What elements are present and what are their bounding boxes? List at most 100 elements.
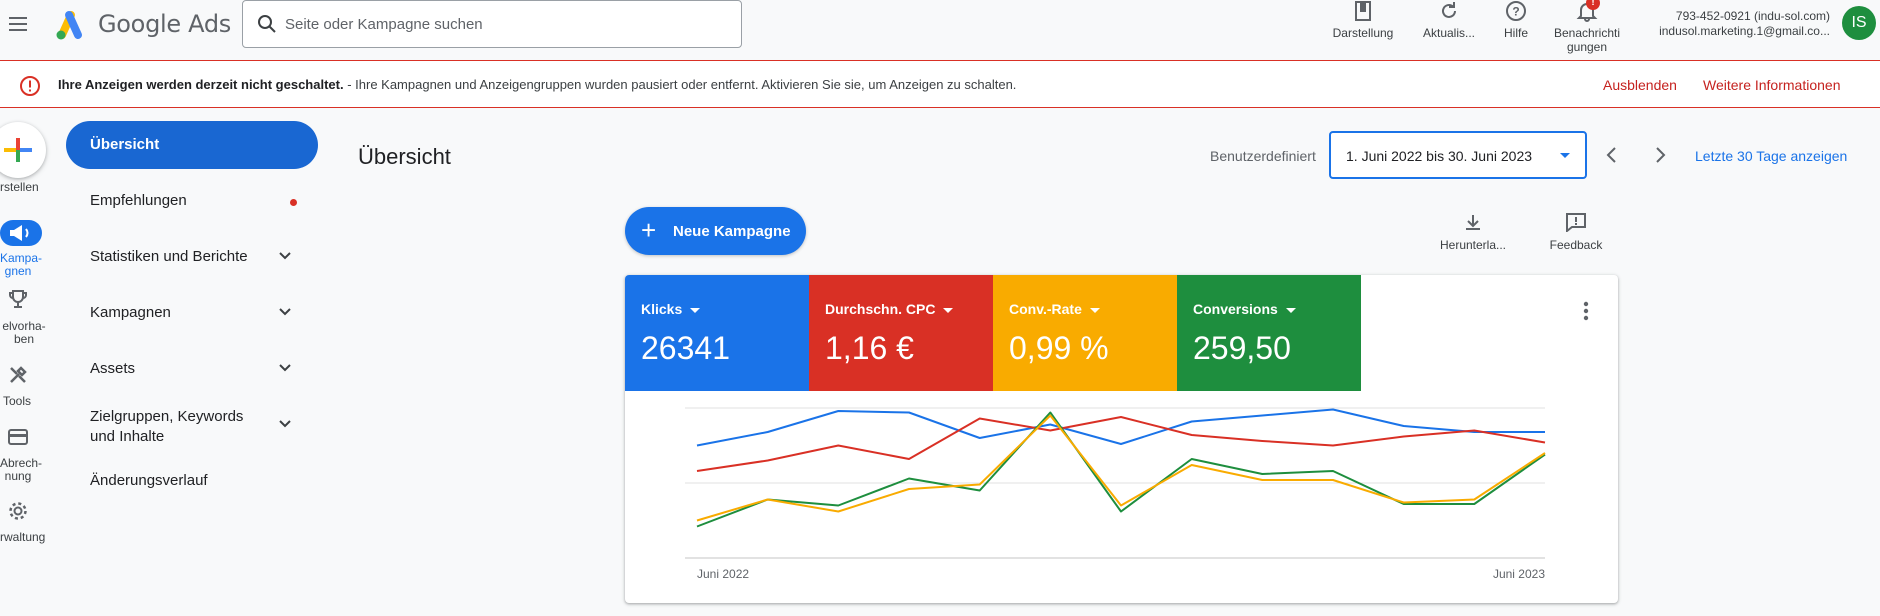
- nav-item-overview-label: Übersicht: [90, 136, 160, 153]
- nav-item-audiences-line1: Zielgruppen, Keywords: [90, 408, 244, 425]
- billing-rail-label-1: Abrech-: [0, 456, 43, 470]
- x-tick-label-end: Juni 2023: [1493, 567, 1545, 581]
- notifications-label-line2: gungen: [1566, 40, 1608, 54]
- megaphone-icon: [10, 225, 29, 241]
- appearance-icon: [1355, 1, 1371, 21]
- new-campaign-button[interactable]: + Neue Kampagne: [625, 207, 806, 255]
- campaigns-rail-label-1: Kampa-: [0, 251, 43, 265]
- nav-item-assets[interactable]: Assets: [90, 360, 136, 377]
- nav-item-history[interactable]: Änderungsverlauf: [90, 472, 208, 489]
- search-placeholder: Seite oder Kampagne suchen: [285, 16, 483, 33]
- billing-rail-label-2: nung: [4, 469, 32, 483]
- metric-conv-rate-header: Conv.-Rate: [1009, 301, 1100, 317]
- trophy-icon[interactable]: [7, 288, 29, 310]
- metric-conv-rate-label: Conv.-Rate: [1009, 301, 1082, 317]
- nav-item-stats[interactable]: Statistiken und Berichte: [90, 248, 248, 265]
- download-label: Herunterla...: [1439, 238, 1507, 252]
- more-vert-icon[interactable]: [1583, 301, 1589, 321]
- help-button[interactable]: ? Hilfe: [1496, 0, 1536, 40]
- recommendations-dot: [290, 199, 297, 206]
- date-range-select[interactable]: 1. Juni 2022 bis 30. Juni 2023: [1329, 131, 1587, 179]
- appearance-label: Darstellung: [1332, 26, 1394, 40]
- metric-clicks[interactable]: Klicks 26341: [625, 275, 809, 391]
- metric-conversions-label: Conversions: [1193, 301, 1278, 317]
- account-info[interactable]: 793-452-0921 (indu-sol.com) indusol.mark…: [1659, 9, 1830, 39]
- chevron-down-icon[interactable]: [278, 417, 292, 431]
- download-icon: [1466, 215, 1480, 230]
- chevron-right-icon[interactable]: [1650, 145, 1670, 165]
- chevron-left-icon[interactable]: [1602, 145, 1622, 165]
- metric-conv-rate-value: 0,99 %: [1009, 330, 1109, 366]
- download-button[interactable]: Herunterla...: [1432, 212, 1514, 252]
- billing-rail-label: Abrech-nung: [0, 457, 42, 483]
- notification-badge: !: [1586, 0, 1600, 10]
- date-range-value: 1. Juni 2022 bis 30. Juni 2023: [1346, 148, 1533, 164]
- refresh-icon: [1442, 2, 1456, 18]
- goals-rail-label: elvorha-ben: [0, 320, 48, 346]
- date-range-label: Benutzerdefiniert: [1210, 148, 1316, 164]
- appearance-button[interactable]: Darstellung: [1330, 0, 1396, 40]
- metric-cpc-label: Durchschn. CPC: [825, 301, 936, 317]
- avatar[interactable]: IS: [1842, 6, 1876, 40]
- dropdown-arrow-icon: [1285, 307, 1296, 313]
- feedback-button[interactable]: Feedback: [1543, 212, 1609, 252]
- nav-item-campaigns[interactable]: Kampagnen: [90, 304, 171, 321]
- campaigns-rail-label: Kampa-gnen: [0, 252, 42, 278]
- create-button[interactable]: [0, 122, 46, 178]
- account-email: indusol.marketing.1@gmail.co...: [1659, 24, 1830, 38]
- chevron-down-icon[interactable]: [278, 305, 292, 319]
- performance-card: Klicks 26341 Durchschn. CPC 1,16 € Conv.…: [625, 275, 1618, 603]
- menu-icon[interactable]: [6, 12, 30, 36]
- help-label: Hilfe: [1503, 26, 1528, 40]
- performance-line-chart: Juni 2022 Juni 2023: [685, 407, 1546, 581]
- hide-alert-link[interactable]: Ausblenden: [1603, 77, 1677, 93]
- icon-rail: rstellen Kampa-gnen elvorha-ben Tools Ab…: [0, 108, 50, 616]
- search-icon: [258, 15, 276, 33]
- series-line-conv-rate: [696, 414, 1546, 522]
- page-title: Übersicht: [358, 144, 451, 169]
- notifications-button[interactable]: ! Benachrichti gungen: [1546, 0, 1628, 54]
- colored-plus-icon: [4, 138, 32, 162]
- nav-item-audiences[interactable]: Zielgruppen, Keywords und Inhalte: [90, 407, 243, 447]
- chevron-down-icon[interactable]: [278, 361, 292, 375]
- chevron-down-icon[interactable]: [278, 249, 292, 263]
- tools-icon[interactable]: [7, 364, 29, 386]
- metric-conv-rate[interactable]: Conv.-Rate 0,99 %: [993, 275, 1177, 391]
- admin-rail-label: rwaltung: [0, 530, 46, 544]
- refresh-button[interactable]: Aktualis...: [1416, 0, 1482, 40]
- gear-icon[interactable]: [7, 500, 29, 522]
- metric-cpc-value: 1,16 €: [825, 330, 914, 366]
- series-line-durchschn-cpc: [696, 416, 1546, 472]
- credit-card-icon[interactable]: [7, 426, 29, 448]
- feedback-icon: [1566, 213, 1586, 232]
- alert-title: Ihre Anzeigen werden derzeit nicht gesch…: [58, 77, 344, 92]
- brand-title: Google Ads: [98, 10, 231, 38]
- metric-conversions[interactable]: Conversions 259,50: [1177, 275, 1361, 391]
- new-campaign-label: Neue Kampagne: [673, 223, 791, 240]
- last-30-days-link[interactable]: Letzte 30 Tage anzeigen: [1695, 148, 1848, 164]
- svg-text:?: ?: [1512, 5, 1519, 19]
- series-line-klicks: [696, 408, 1545, 447]
- create-label: rstellen: [0, 180, 39, 194]
- more-info-link[interactable]: Weitere Informationen: [1703, 77, 1841, 93]
- nav-item-overview[interactable]: Übersicht: [66, 121, 318, 169]
- dropdown-arrow-icon: [943, 307, 954, 313]
- google-ads-logo-icon: [52, 6, 88, 42]
- alert-message: Ihre Anzeigen werden derzeit nicht gesch…: [58, 77, 1016, 92]
- goals-rail-label-1: elvorha-: [2, 319, 46, 333]
- goals-rail-label-2: ben: [13, 332, 35, 346]
- metric-cpc[interactable]: Durchschn. CPC 1,16 €: [809, 275, 993, 391]
- campaigns-rail-item[interactable]: [0, 220, 42, 246]
- nav-item-recommendations[interactable]: Empfehlungen: [90, 192, 187, 209]
- alert-banner: Ihre Anzeigen werden derzeit nicht gesch…: [0, 60, 1880, 108]
- metric-cpc-header: Durchschn. CPC: [825, 301, 954, 317]
- plus-icon: +: [641, 215, 657, 245]
- tools-rail-label: Tools: [3, 394, 32, 408]
- alert-description: - Ihre Kampagnen und Anzeigengruppen wur…: [343, 77, 1017, 92]
- refresh-label: Aktualis...: [1422, 26, 1476, 40]
- metric-clicks-header: Klicks: [641, 301, 701, 317]
- search-input[interactable]: Seite oder Kampagne suchen: [242, 0, 742, 48]
- account-id: 793-452-0921 (indu-sol.com): [1675, 9, 1830, 23]
- series-line-conversions: [696, 411, 1546, 528]
- metric-clicks-value: 26341: [641, 330, 730, 366]
